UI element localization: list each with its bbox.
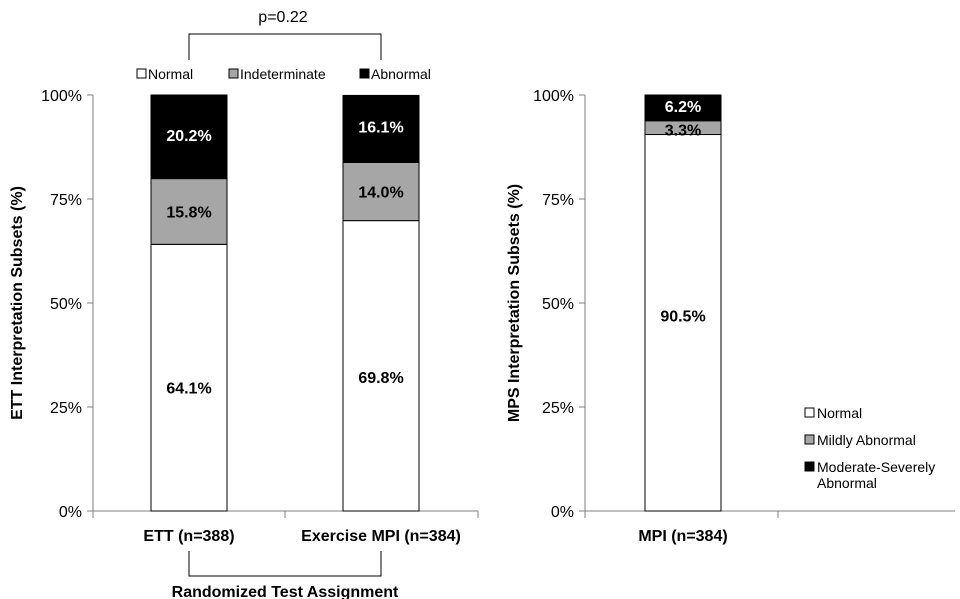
data-label: 16.1% bbox=[358, 119, 403, 136]
y-tick-label: 0% bbox=[551, 504, 574, 521]
legend-label-line: Moderate-Severely bbox=[817, 459, 935, 475]
legend-swatch bbox=[804, 407, 815, 418]
legend-swatch bbox=[136, 68, 147, 79]
bar-segment-abnormal bbox=[150, 94, 228, 180]
data-label: 64.1% bbox=[166, 381, 211, 398]
data-label: 14.0% bbox=[358, 185, 403, 202]
p-value-bracket bbox=[188, 33, 382, 60]
legend-swatch bbox=[804, 461, 815, 472]
x-category-label: ETT (n=388) bbox=[143, 528, 234, 545]
p-value-label: p=0.22 bbox=[258, 9, 307, 26]
legend-label: Mildly Abnormal bbox=[817, 432, 916, 448]
data-label: 6.2% bbox=[665, 99, 701, 116]
x-category-label: Exercise MPI (n=384) bbox=[301, 528, 461, 545]
legend-swatch bbox=[228, 68, 239, 79]
x-axis-bracket bbox=[188, 551, 382, 577]
legend-label: Indeterminate bbox=[240, 66, 326, 82]
bar-segment-moderate-severely-abnormal bbox=[644, 94, 722, 122]
y-tick-label: 50% bbox=[50, 296, 82, 313]
y-tick-label: 100% bbox=[41, 88, 82, 105]
data-label: 69.8% bbox=[358, 370, 403, 387]
x-category-label: MPI (n=384) bbox=[638, 528, 727, 545]
legend-swatch bbox=[359, 68, 370, 79]
data-label: 3.3% bbox=[665, 123, 701, 140]
x-axis-title: Randomized Test Assignment bbox=[172, 584, 399, 599]
legend-swatch bbox=[804, 434, 815, 445]
bar-segment-normal bbox=[150, 243, 228, 512]
legend-label: Normal bbox=[148, 66, 193, 82]
legend-label-line: Abnormal bbox=[817, 475, 877, 491]
y-tick-label: 0% bbox=[59, 504, 82, 521]
y-tick-label: 25% bbox=[542, 400, 574, 417]
legend-label: Abnormal bbox=[371, 66, 431, 82]
bar-segment-indeterminate bbox=[342, 161, 420, 222]
legend-label: Normal bbox=[817, 405, 862, 421]
data-label: 20.2% bbox=[166, 128, 211, 145]
chart-2: 0% 25% 50% 75% 100% MPS Interpretation Subset… bbox=[506, 88, 955, 545]
bar-segment-normal bbox=[644, 134, 722, 512]
y-axis-title: ETT Interpretation Subsets (%) bbox=[9, 186, 26, 420]
y-tick-label: 100% bbox=[533, 88, 574, 105]
y-axis-title: MPS Interpretation Subsets (%) bbox=[506, 184, 523, 422]
bar-segment-abnormal bbox=[342, 94, 420, 163]
chart-1: 0% 25% 50% 75% 100% ETT Interpretation Subset… bbox=[9, 9, 479, 599]
y-tick-label: 25% bbox=[50, 400, 82, 417]
y-tick-label: 75% bbox=[50, 192, 82, 209]
data-label: 15.8% bbox=[166, 204, 211, 221]
legend-label: Moderate-Severely Abnormal bbox=[817, 459, 935, 491]
y-tick-label: 75% bbox=[542, 192, 574, 209]
data-label: 90.5% bbox=[660, 309, 705, 326]
y-tick-label: 50% bbox=[542, 296, 574, 313]
bar-segment-normal bbox=[342, 220, 420, 512]
